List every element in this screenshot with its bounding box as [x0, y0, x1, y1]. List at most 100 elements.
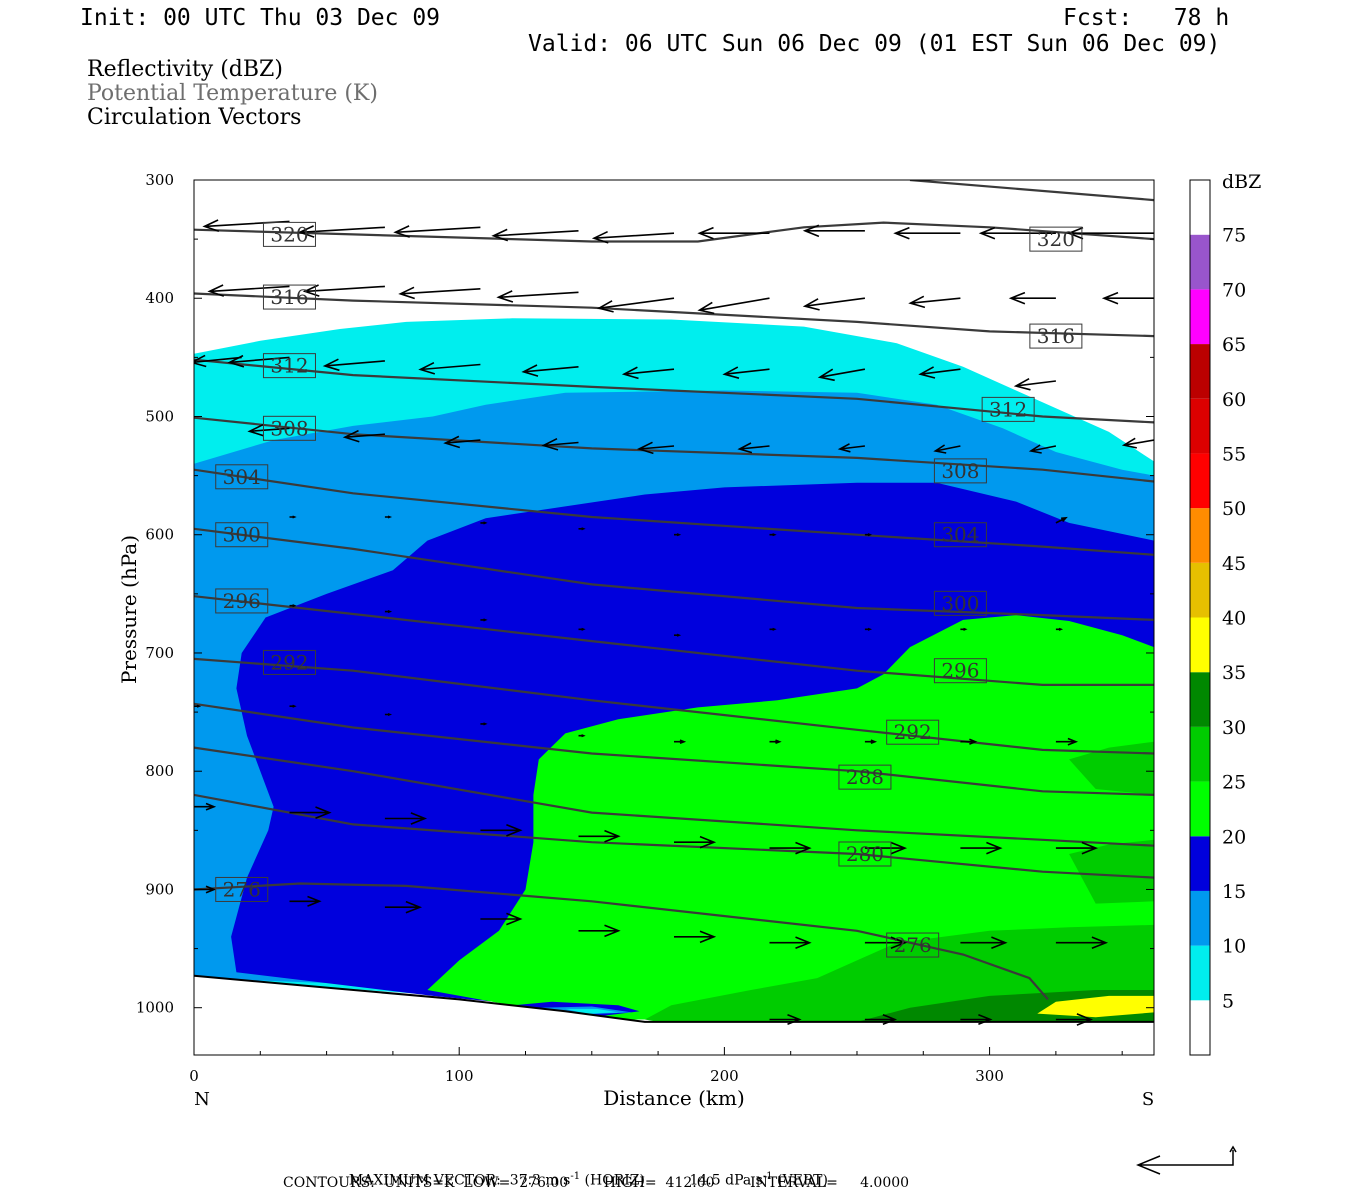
- colorbar-label: 40: [1222, 608, 1246, 630]
- vector-arrow: [591, 230, 675, 244]
- theta-label: 320: [262, 221, 316, 247]
- vector-arrow: [1055, 737, 1079, 746]
- theta-contour-labels: 320 320 316 316 312 312 308 308 304 304 300 300 296 2…: [215, 221, 1083, 958]
- reflectivity-region-25dbz: [1069, 839, 1154, 904]
- vector-arrow: [194, 354, 242, 368]
- theta-contour-304: [194, 468, 1154, 556]
- vector-arrow: [674, 633, 682, 637]
- vector-arrow: [1013, 377, 1056, 391]
- vector-arrow: [1028, 444, 1057, 454]
- theta-label-text: 288: [846, 765, 884, 789]
- vector-arrow: [302, 284, 385, 297]
- contours-info: CONTOURS: UNITS=K LOW= 276.00 HIGH= 412.…: [283, 1175, 910, 1191]
- field-title-vectors: Circulation Vectors: [87, 105, 302, 130]
- theta-label-text: 300: [941, 591, 979, 615]
- vector-arrow: [384, 610, 393, 614]
- max-vert-value: 14.5 dPa s: [689, 1172, 763, 1189]
- vector-arrow: [960, 936, 1008, 950]
- vector-arrow: [578, 734, 586, 738]
- theta-label: 276: [886, 932, 940, 958]
- vector-arrow: [893, 226, 961, 240]
- vector-arrow: [578, 829, 621, 843]
- colorbar-label: 15: [1222, 881, 1246, 903]
- vector-arrow: [480, 912, 523, 926]
- vector-arrow: [578, 924, 621, 938]
- theta-contour-320: [909, 180, 1154, 202]
- theta-label-text: 300: [223, 523, 261, 547]
- reflectivity-region-25dbz: [1069, 741, 1154, 795]
- vector-arrow: [289, 806, 332, 819]
- vector-arrow: [1121, 437, 1154, 449]
- vector-arrow: [769, 936, 812, 950]
- circulation-vectors: [194, 215, 1154, 1026]
- theta-contour-316: [194, 292, 1154, 338]
- theta-label: 308: [933, 458, 987, 484]
- colorbar-segment: [1190, 781, 1210, 837]
- vector-arrow: [636, 441, 675, 455]
- vector-arrow: [960, 738, 978, 745]
- theta-label: 276: [215, 876, 269, 902]
- vector-arrow: [342, 429, 385, 443]
- vector-arrow: [418, 361, 481, 375]
- vector-arrow: [674, 930, 717, 944]
- vector-arrow: [289, 515, 297, 519]
- theta-label: 288: [838, 764, 892, 790]
- theta-label: 316: [262, 284, 316, 310]
- theta-label-text: 296: [941, 659, 979, 683]
- colorbar-label: 60: [1222, 389, 1246, 411]
- colorbar-segment: [1190, 945, 1210, 1001]
- theta-label: 304: [215, 464, 269, 490]
- theta-label: 308: [262, 415, 316, 441]
- colorbar-title: dBZ: [1222, 171, 1261, 193]
- vector-arrow: [194, 704, 202, 708]
- vector-arrow: [802, 297, 866, 311]
- vector-arrow: [960, 627, 968, 631]
- vector-arrow: [1055, 841, 1099, 855]
- colorbar-segment: [1190, 180, 1210, 235]
- theta-label-text: 308: [941, 459, 979, 483]
- max-vector-label: MAXIMUM VECTOR: 37.3 m s-1 (HORIZ) 14.5 …: [348, 1171, 828, 1189]
- colorbar-segment: [1190, 398, 1210, 454]
- colorbar-label: 55: [1222, 443, 1246, 465]
- vector-arrow: [297, 225, 385, 238]
- y-tick-label: 900: [145, 880, 174, 898]
- colorbar-segment: [1190, 289, 1210, 345]
- colorbar: 5 10 15 20 25 30 35 40 45 50 55 60 65 70 75 dBZ: [1189, 171, 1261, 1056]
- x-tick-label: 300: [975, 1067, 1004, 1085]
- theta-label: 320: [1029, 226, 1083, 252]
- vector-arrow: [194, 802, 217, 811]
- vector-arrow: [864, 936, 908, 950]
- colorbar-segment: [1190, 508, 1210, 563]
- y-tick-label: 500: [145, 407, 174, 425]
- y-tick-label: 800: [145, 762, 174, 780]
- vector-arrow: [769, 627, 777, 631]
- vector-arrow: [521, 364, 579, 377]
- theta-label-text: 304: [941, 523, 979, 547]
- vector-arrow: [480, 722, 488, 726]
- theta-contour-300: [194, 527, 1154, 621]
- vector-arrow: [393, 225, 481, 238]
- theta-label-text: 316: [270, 285, 308, 309]
- y-axis-label: Pressure (hPa): [117, 535, 141, 684]
- reflectivity-fill: [194, 318, 1154, 1022]
- field-title-theta: Potential Temperature (K): [87, 81, 378, 106]
- theta-label-text: 276: [894, 933, 932, 957]
- theta-label-text: 312: [989, 397, 1027, 421]
- vector-arrow: [864, 1013, 898, 1026]
- vector-arrow: [674, 533, 682, 537]
- x-end-label-south: S: [1142, 1089, 1154, 1110]
- x-tick-label: 200: [710, 1067, 739, 1085]
- x-end-label-north: N: [194, 1089, 210, 1110]
- vector-arrow: [769, 739, 782, 745]
- theta-label: 292: [886, 719, 940, 745]
- vector-arrow: [621, 366, 675, 380]
- colorbar-label: 5: [1222, 990, 1234, 1012]
- y-tick-label: 600: [145, 526, 174, 544]
- vector-arrow: [674, 739, 687, 745]
- theta-label: 312: [981, 396, 1035, 422]
- vector-arrow: [864, 627, 873, 631]
- theta-label-text: 320: [1037, 227, 1075, 251]
- theta-contour-312: [194, 358, 1154, 424]
- colorbar-label: 35: [1222, 662, 1246, 684]
- vector-arrow: [384, 812, 428, 825]
